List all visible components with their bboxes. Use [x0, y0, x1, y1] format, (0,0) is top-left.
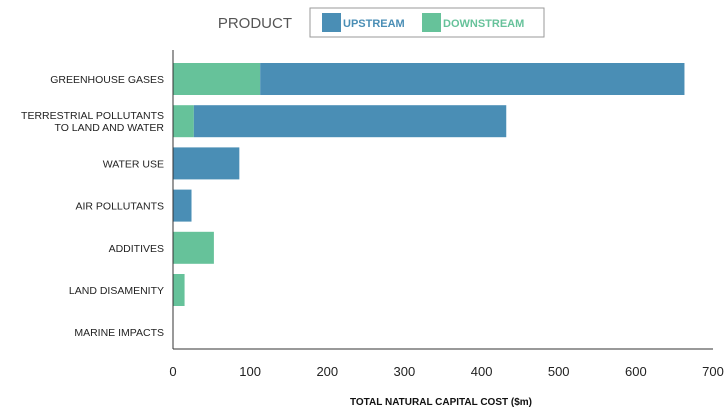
legend-title: PRODUCT: [218, 15, 292, 32]
bar-downstream-land-disamenity: [173, 274, 185, 306]
bar-upstream-air-pollutants: [173, 189, 192, 222]
x-tick-label-400: 400: [471, 364, 493, 379]
x-tick-label-200: 200: [316, 364, 338, 379]
category-label-line: TERRESTRIAL POLLUTANTS: [21, 110, 164, 122]
bar-upstream-water-use: [173, 147, 240, 180]
x-tick-label-100: 100: [239, 364, 261, 379]
category-label-marine-impacts: MARINE IMPACTS: [74, 327, 164, 339]
axes: [172, 50, 713, 350]
legend-label-downstream: DOWNSTREAM: [443, 18, 524, 30]
bar-downstream-terrestrial-pollutants-to-land-and-water: [173, 105, 194, 138]
x-tick-label-700: 700: [702, 364, 724, 379]
bars: [173, 63, 685, 306]
legend-swatch-downstream: [422, 13, 441, 32]
category-label-line: MARINE IMPACTS: [74, 327, 164, 339]
x-tick-label-600: 600: [625, 364, 647, 379]
bar-upstream-greenhouse-gases: [260, 63, 685, 95]
bar-upstream-terrestrial-pollutants-to-land-and-water: [193, 105, 507, 138]
category-label-line: GREENHOUSE GASES: [50, 74, 164, 86]
category-label-land-disamenity: LAND DISAMENITY: [69, 285, 164, 297]
x-axis-label: TOTAL NATURAL CAPITAL COST ($m): [350, 397, 532, 408]
category-label-additives: ADDITIVES: [109, 243, 164, 255]
category-label-line: TO LAND AND WATER: [55, 122, 165, 134]
legend: PRODUCT UPSTREAM DOWNSTREAM: [218, 7, 545, 38]
x-tick-labels: 0 100 200 300 400 500 600 700: [169, 364, 723, 379]
category-label-line: AIR POLLUTANTS: [76, 201, 165, 213]
bar-downstream-additives: [173, 231, 214, 264]
x-tick-label-0: 0: [169, 364, 176, 379]
category-label-terrestrial-pollutants-to-land-and-water: TERRESTRIAL POLLUTANTS TO LAND AND WATER: [21, 110, 164, 134]
x-tick-label-500: 500: [548, 364, 570, 379]
category-label-line: WATER USE: [103, 158, 164, 170]
category-labels: GREENHOUSE GASES TERRESTRIAL POLLUTANTS TO…: [21, 74, 164, 339]
bar-downstream-greenhouse-gases: [173, 63, 261, 95]
legend-swatch-upstream: [322, 13, 341, 32]
x-tick-label-300: 300: [394, 364, 416, 379]
category-label-line: LAND DISAMENITY: [69, 285, 164, 297]
category-label-line: ADDITIVES: [109, 243, 164, 255]
category-label-water-use: WATER USE: [103, 158, 164, 170]
category-label-air-pollutants: AIR POLLUTANTS: [76, 201, 165, 213]
legend-label-upstream: UPSTREAM: [343, 18, 405, 30]
category-label-greenhouse-gases: GREENHOUSE GASES: [50, 74, 164, 86]
